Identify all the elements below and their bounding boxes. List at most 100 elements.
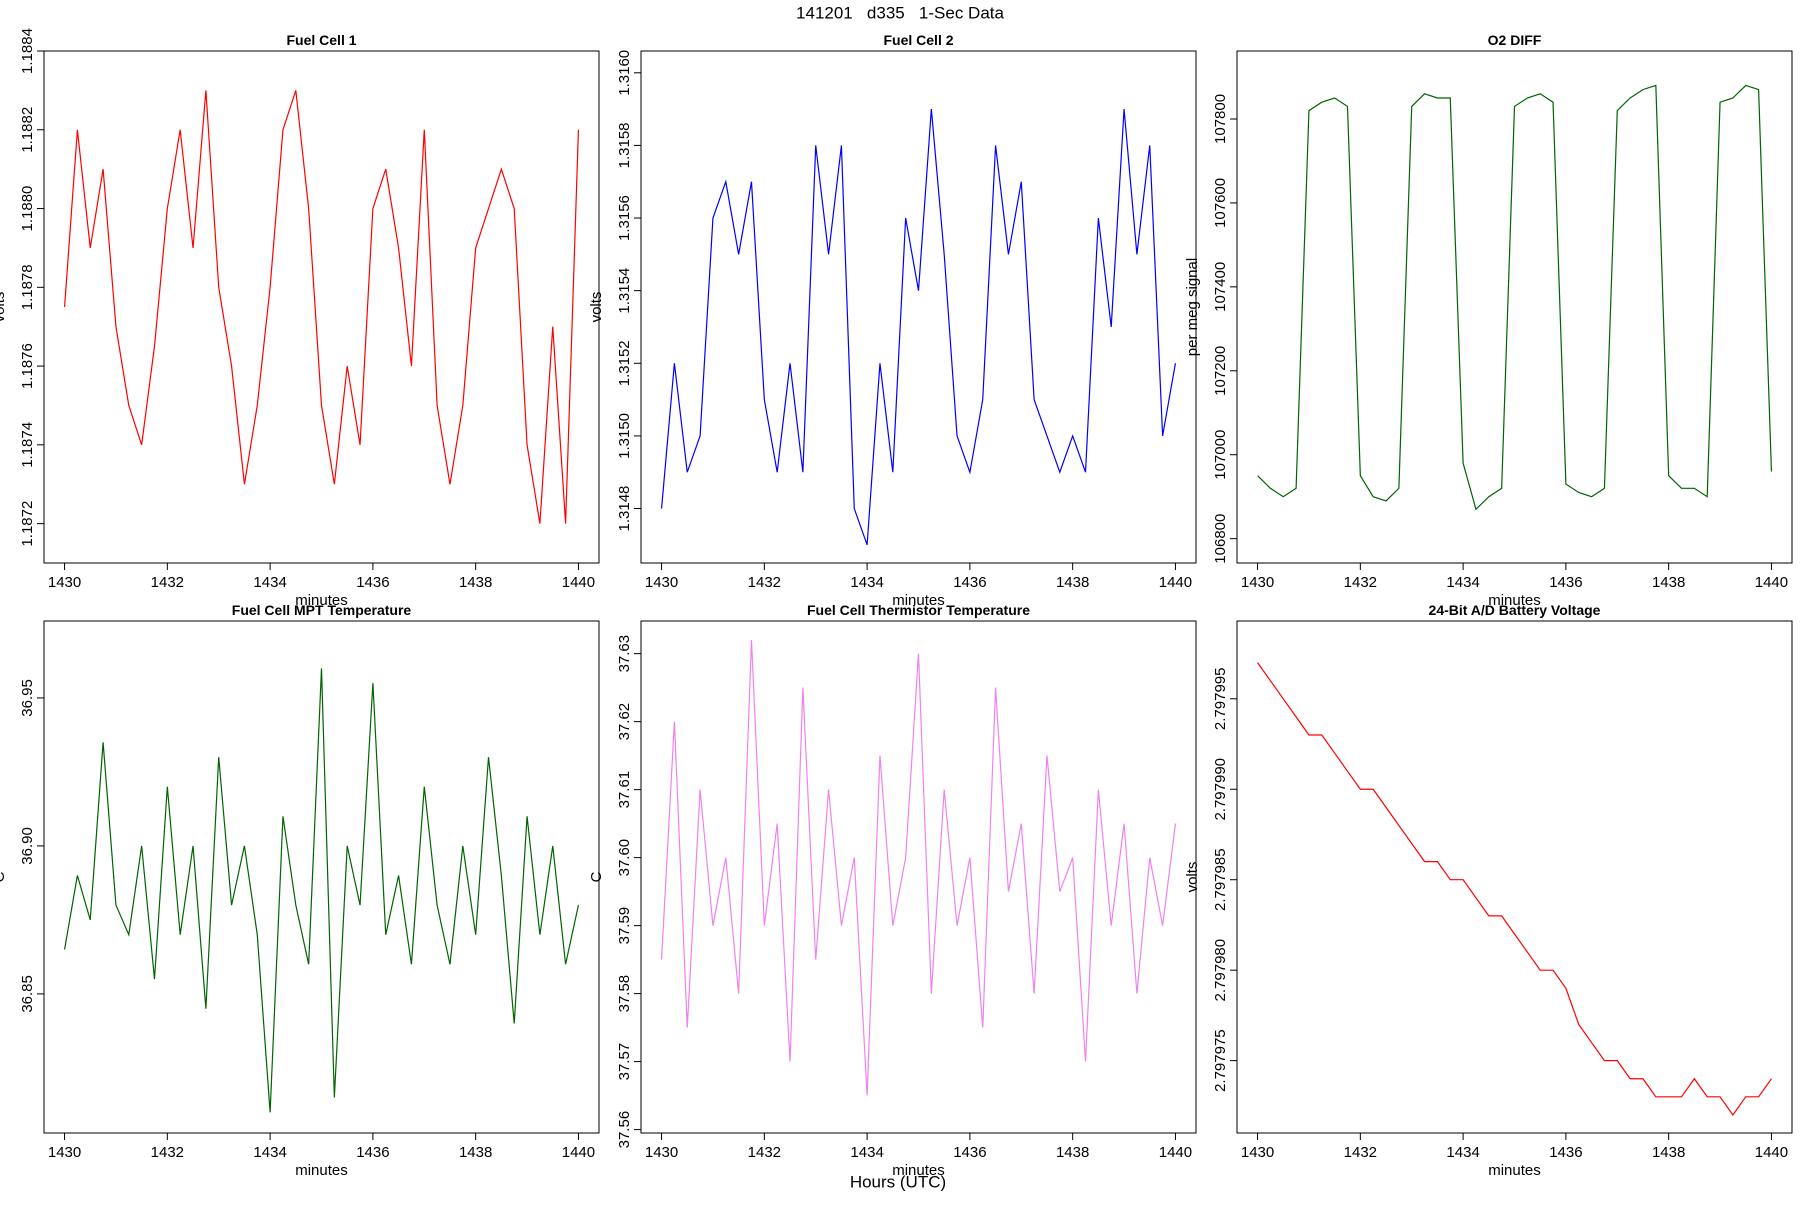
- y-tick-label: 1.3148: [616, 486, 633, 532]
- plot-frame: [1236, 50, 1793, 564]
- x-tick-label: 1432: [151, 1144, 184, 1161]
- x-tick-label: 1436: [356, 1144, 389, 1161]
- y-axis-label: C: [0, 871, 8, 882]
- y-tick-label: 2.797990: [1212, 758, 1229, 821]
- x-tick-label: 1440: [562, 1144, 595, 1161]
- x-tick-label: 1438: [1056, 1144, 1089, 1161]
- y-tick-label: 1.3160: [616, 50, 633, 96]
- y-axis-label: volts: [588, 292, 605, 323]
- y-tick-label: 1.1880: [19, 186, 36, 232]
- plot-frame: [1236, 620, 1793, 1134]
- x-tick-label: 1436: [1549, 574, 1582, 591]
- y-tick-label: 1.1882: [19, 107, 36, 153]
- x-tick-label: 1438: [459, 1144, 492, 1161]
- data-line: [63, 668, 580, 1113]
- x-tick-label: 1430: [645, 574, 678, 591]
- y-axis-label: volts: [1184, 862, 1201, 893]
- chart-title: 24-Bit A/D Battery Voltage: [1429, 602, 1601, 618]
- y-tick-label: 107400: [1212, 262, 1229, 312]
- x-tick-label: 1440: [1159, 1144, 1192, 1161]
- chart-title: Fuel Cell MPT Temperature: [232, 602, 412, 618]
- chart-title: O2 DIFF: [1488, 32, 1542, 48]
- plot-frame: [43, 620, 600, 1134]
- y-tick-label: 1.3150: [616, 413, 633, 459]
- y-tick-label: 2.797975: [1212, 1029, 1229, 1092]
- x-tick-label: 1440: [1755, 574, 1788, 591]
- y-tick-label: 1.3156: [616, 195, 633, 241]
- x-tick-label: 1432: [151, 574, 184, 591]
- x-tick-label: 1434: [1446, 1144, 1479, 1161]
- x-axis-label: minutes: [1488, 592, 1541, 609]
- y-tick-label: 36.95: [19, 679, 36, 717]
- x-tick-label: 1430: [645, 1144, 678, 1161]
- y-tick-label: 37.63: [616, 635, 633, 673]
- x-tick-label: 1430: [1241, 574, 1274, 591]
- y-tick-label: 37.59: [616, 907, 633, 945]
- x-tick-label: 1440: [1755, 1144, 1788, 1161]
- y-tick-label: 2.797985: [1212, 848, 1229, 911]
- y-tick-label: 37.58: [616, 975, 633, 1013]
- x-tick-label: 1436: [1549, 1144, 1582, 1161]
- chart-title: Fuel Cell 1: [286, 32, 356, 48]
- data-line: [660, 109, 1177, 546]
- x-axis-label: minutes: [295, 1162, 348, 1179]
- x-tick-label: 1430: [48, 574, 81, 591]
- plot-frame: [640, 50, 1197, 564]
- y-tick-label: 1.1884: [19, 28, 36, 74]
- data-line: [1257, 84, 1773, 511]
- x-tick-label: 1436: [953, 574, 986, 591]
- y-tick-label: 37.56: [616, 1111, 633, 1149]
- chart-title: Fuel Cell 2: [883, 32, 953, 48]
- x-tick-label: 1434: [253, 1144, 286, 1161]
- x-tick-label: 1438: [1652, 1144, 1685, 1161]
- y-tick-label: 107800: [1212, 94, 1229, 144]
- x-axis-label: minutes: [1488, 1162, 1541, 1179]
- data-line: [1257, 662, 1772, 1116]
- chart-title: Fuel Cell Thermistor Temperature: [807, 602, 1030, 618]
- x-tick-label: 1434: [253, 574, 286, 591]
- x-tick-label: 1432: [1344, 574, 1377, 591]
- plot-frame: [640, 620, 1197, 1134]
- y-tick-label: 1.1872: [19, 501, 36, 547]
- x-tick-label: 1434: [1446, 574, 1479, 591]
- y-tick-label: 1.1876: [19, 343, 36, 389]
- y-tick-label: 1.1878: [19, 264, 36, 310]
- x-tick-label: 1430: [48, 1144, 81, 1161]
- y-tick-label: 106800: [1212, 514, 1229, 564]
- y-tick-label: 107000: [1212, 430, 1229, 480]
- y-tick-label: 107200: [1212, 346, 1229, 396]
- y-tick-label: 1.1874: [19, 422, 36, 468]
- data-line: [660, 640, 1177, 1096]
- x-axis-label: minutes: [295, 592, 348, 609]
- y-axis-label: volts: [0, 292, 8, 323]
- x-axis-label: minutes: [892, 1162, 945, 1179]
- x-tick-label: 1432: [748, 574, 781, 591]
- x-tick-label: 1432: [1344, 1144, 1377, 1161]
- y-tick-label: 36.90: [19, 827, 36, 865]
- y-tick-label: 1.3152: [616, 340, 633, 386]
- x-tick-label: 1438: [1652, 574, 1685, 591]
- y-tick-label: 37.57: [616, 1043, 633, 1081]
- x-tick-label: 1438: [1056, 574, 1089, 591]
- x-tick-label: 1430: [1241, 1144, 1274, 1161]
- figure-x-label: Hours (UTC): [850, 1172, 946, 1191]
- x-axis-label: minutes: [892, 592, 945, 609]
- y-tick-label: 2.797980: [1212, 939, 1229, 1002]
- x-tick-label: 1434: [850, 574, 883, 591]
- x-tick-label: 1440: [562, 574, 595, 591]
- x-tick-label: 1434: [850, 1144, 883, 1161]
- x-tick-label: 1436: [356, 574, 389, 591]
- y-tick-label: 37.62: [616, 703, 633, 741]
- x-tick-label: 1438: [459, 574, 492, 591]
- x-tick-label: 1440: [1159, 574, 1192, 591]
- y-tick-label: 37.60: [616, 839, 633, 877]
- y-tick-label: 107600: [1212, 178, 1229, 228]
- y-tick-label: 1.3154: [616, 268, 633, 314]
- plot-frame: [43, 50, 600, 564]
- y-axis-label: C: [588, 871, 605, 882]
- y-tick-label: 1.3158: [616, 122, 633, 168]
- data-line: [63, 90, 580, 524]
- y-axis-label: per meg signal: [1184, 258, 1201, 356]
- figure-title: 141201 d335 1-Sec Data: [796, 3, 1004, 22]
